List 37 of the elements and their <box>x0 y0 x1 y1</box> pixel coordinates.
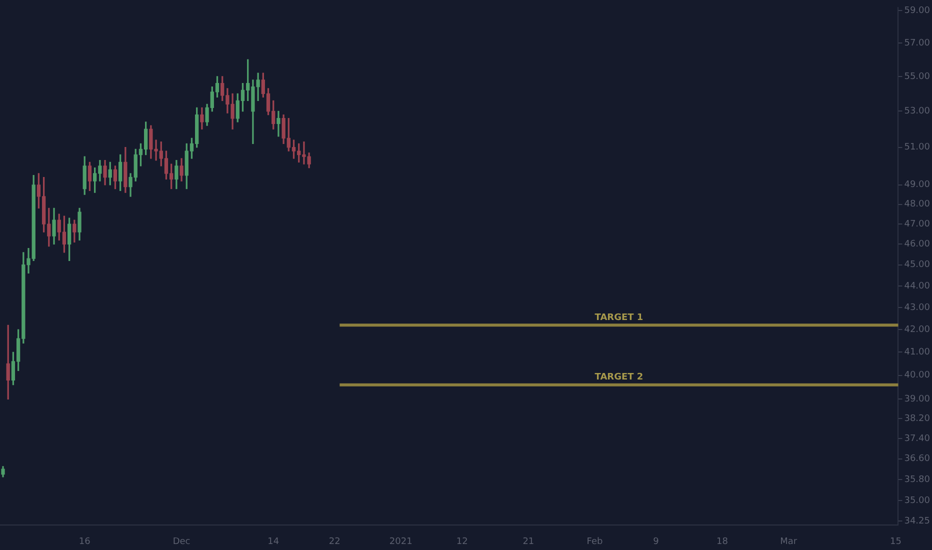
x-tick-label: 15 <box>890 536 902 547</box>
x-tick-label: 18 <box>716 536 728 547</box>
y-tick-label: 53.00 <box>904 106 930 117</box>
y-tick-label: 48.00 <box>904 200 930 210</box>
y-tick-label: 37.40 <box>904 434 930 444</box>
x-tick-label: 2021 <box>389 536 412 547</box>
y-tick-label: 41.00 <box>904 348 930 358</box>
y-tick-label: 38.20 <box>904 414 930 424</box>
y-tick-label: 43.00 <box>904 302 930 313</box>
x-tick-label: 14 <box>268 536 280 547</box>
y-tick-label: 36.60 <box>904 454 930 464</box>
x-tick-label: Dec <box>172 536 190 547</box>
y-tick-label: 40.00 <box>904 370 930 381</box>
y-tick-label: 46.00 <box>904 240 930 250</box>
x-tick-label: 22 <box>328 536 340 547</box>
candlestick <box>276 110 280 137</box>
x-tick-label: 9 <box>653 536 660 547</box>
x-tick-label: Mar <box>780 536 798 547</box>
y-tick-label: 35.80 <box>904 474 930 485</box>
x-tick-label: Feb <box>586 536 603 547</box>
y-tick-label: 35.00 <box>904 496 930 506</box>
y-tick-label: 51.00 <box>904 142 930 153</box>
y-tick-label: 57.00 <box>904 38 930 48</box>
x-tick-label: 12 <box>456 536 468 547</box>
ref-line-label: TARGET 2 <box>594 372 644 383</box>
x-tick-label: 16 <box>78 536 91 547</box>
y-tick-label: 45.00 <box>904 260 930 270</box>
x-tick-label: 21 <box>522 536 534 547</box>
y-tick-label: 34.25 <box>904 516 930 526</box>
y-tick-label: 39.00 <box>904 394 930 405</box>
y-tick-label: 49.00 <box>904 180 930 190</box>
ref-line-label: TARGET 1 <box>594 312 644 323</box>
y-tick-label: 59.00 <box>904 6 930 16</box>
y-tick-label: 47.00 <box>904 219 930 230</box>
y-tick-label: 55.00 <box>904 72 930 82</box>
y-tick-label: 44.00 <box>904 281 930 292</box>
y-tick-label: 42.00 <box>904 324 930 335</box>
